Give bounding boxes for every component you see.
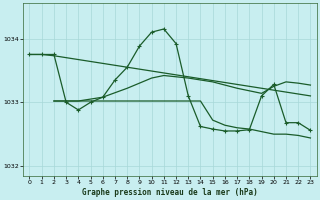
X-axis label: Graphe pression niveau de la mer (hPa): Graphe pression niveau de la mer (hPa): [82, 188, 258, 197]
